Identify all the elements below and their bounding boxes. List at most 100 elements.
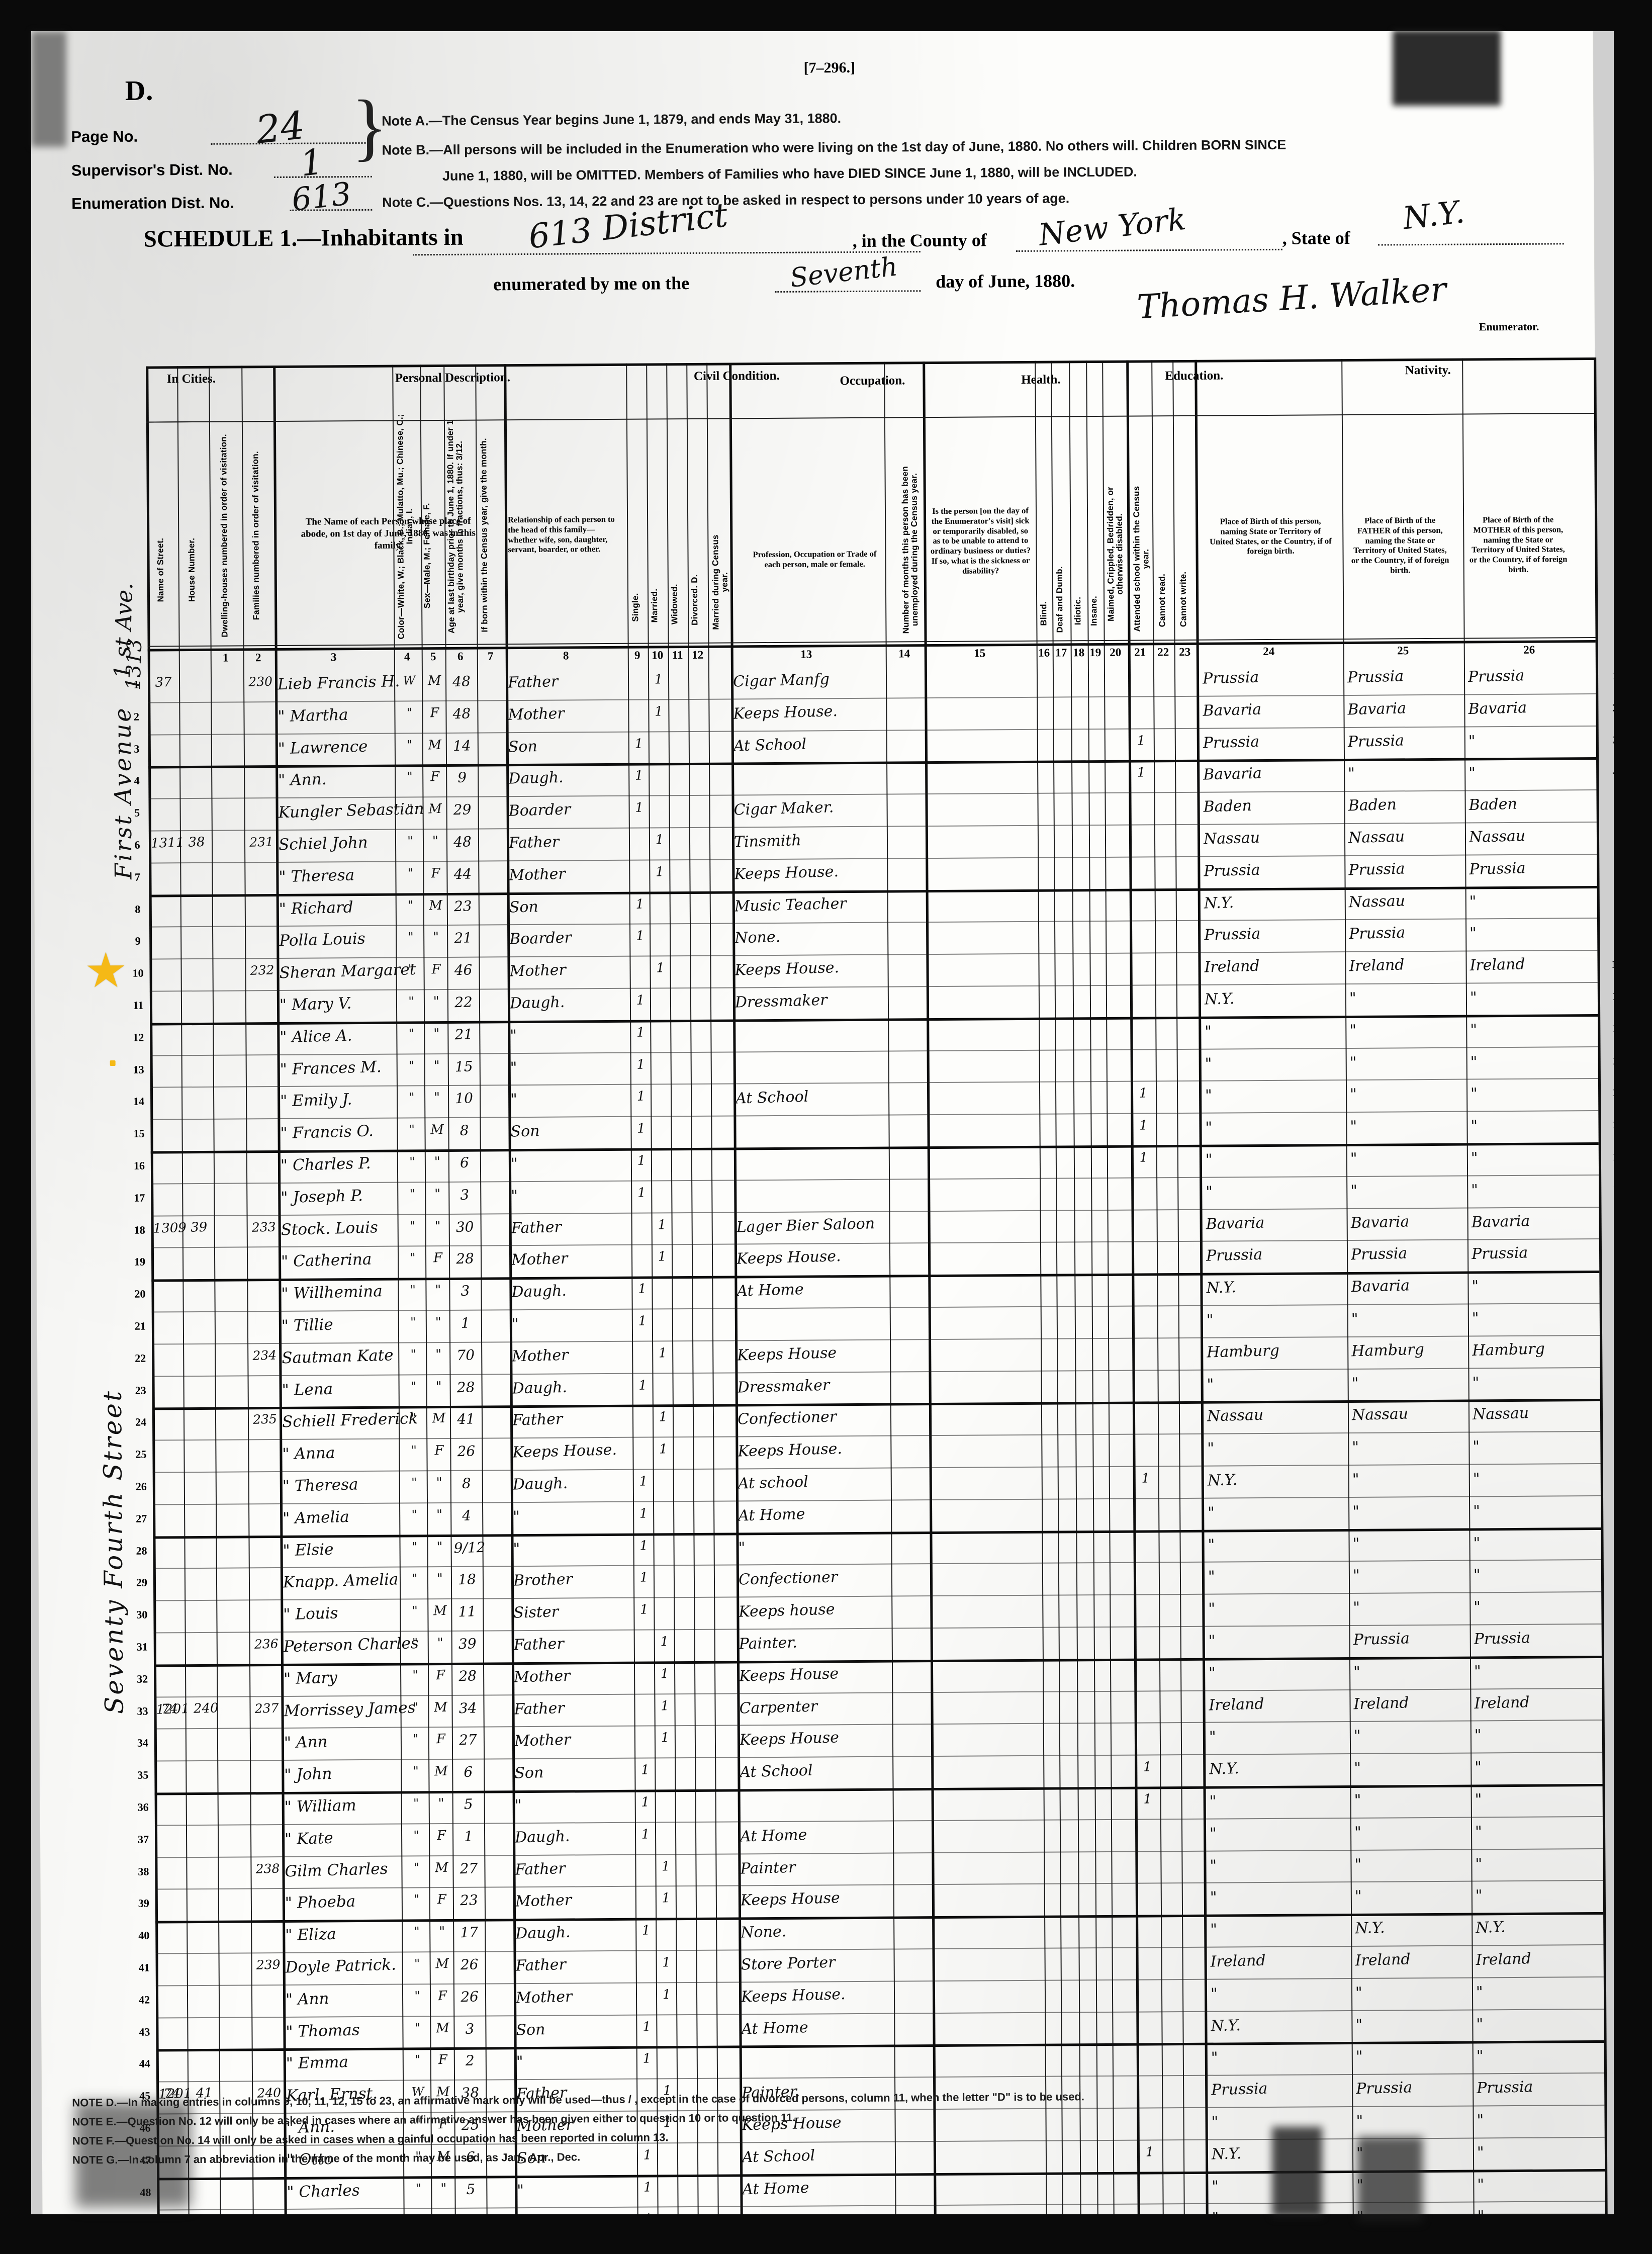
table-cell: "	[1351, 1310, 1359, 1328]
table-cell: "	[1208, 1600, 1216, 1618]
table-cell: "	[412, 1636, 418, 1650]
table-cell: Prussia	[1204, 925, 1261, 945]
table-cell: 1	[634, 800, 644, 816]
table-cell: 5	[464, 1795, 474, 1813]
header-street-handwritten-2: 1313	[122, 639, 147, 691]
table-cell: "	[1473, 1598, 1481, 1616]
table-cell: Bavaria	[1206, 1214, 1265, 1233]
census-form-sheet: D. [7–296.] Page No. 24 Supervisor's Dis…	[29, 11, 1630, 2254]
scan-smudge	[31, 31, 66, 147]
group-personal-description: Personal Description.	[395, 371, 511, 385]
table-cell: Father	[514, 1699, 565, 1719]
table-cell: 1	[637, 1153, 646, 1168]
table-cell: Confectioner	[737, 1408, 837, 1428]
table-cell: 239	[256, 1957, 281, 1972]
table-cell: "	[1354, 1855, 1362, 1873]
column-number: 26	[1523, 643, 1535, 656]
table-cell: "	[1349, 1021, 1357, 1040]
colhead-attended-school: Attended school within the Census year.	[1131, 486, 1151, 632]
row-number: 16	[133, 1159, 145, 1172]
table-cell: Nassau	[1348, 891, 1406, 911]
scan-smudge	[1357, 2137, 1423, 2222]
row-number: 13	[133, 1063, 144, 1076]
table-cell: Keeps House.	[735, 959, 840, 979]
table-cell: "	[1475, 1855, 1483, 1873]
column-number: 20	[1110, 646, 1122, 659]
row-number: 22	[135, 1351, 146, 1365]
table-cell: "	[1468, 732, 1476, 750]
row-number: 35	[137, 1768, 149, 1781]
table-cell: 21	[453, 929, 473, 947]
table-cell: "	[1470, 1021, 1478, 1039]
row-number: 25	[135, 1448, 147, 1461]
row-number: 18	[134, 1223, 145, 1236]
table-cell: "	[435, 1346, 442, 1363]
day-value: Seventh	[788, 251, 899, 294]
table-cell: Ireland	[1355, 1950, 1411, 1970]
table-cell: M	[434, 1763, 448, 1779]
note-a: Note A.—The Census Year begins June 1, 1…	[382, 111, 842, 129]
table-cell: 1	[659, 1409, 668, 1425]
table-cell: At School	[739, 1761, 813, 1781]
table-cell: "	[412, 1571, 418, 1586]
table-cell: 1	[636, 993, 645, 1008]
column-number: 2	[255, 651, 261, 664]
table-cell: Keeps House.	[741, 1985, 846, 2006]
table-cell: "	[1210, 1856, 1217, 1875]
table-cell: "	[1208, 1664, 1216, 1682]
colhead-married: Married.	[649, 588, 660, 623]
table-cell: Son	[510, 1122, 540, 1141]
table-cell: Hamburg	[1351, 1340, 1425, 1361]
table-cell: N.Y.	[1204, 990, 1235, 1009]
table-cell: "	[1471, 1117, 1478, 1135]
table-cell: "	[406, 737, 413, 752]
table-cell: "	[1204, 1023, 1212, 1041]
row-number: 33	[137, 1704, 148, 1718]
table-cell: Mother	[511, 1346, 569, 1366]
column-number: 17	[1055, 646, 1067, 659]
table-cell: 27	[458, 1731, 478, 1749]
table-cell: Son	[509, 897, 539, 917]
table-cell: "	[438, 1795, 445, 1812]
table-cell: Schiel John	[278, 833, 369, 854]
table-cell: "	[433, 1090, 440, 1106]
column-number: 10	[652, 649, 664, 662]
table-cell: Bavaria	[1347, 699, 1407, 719]
table-cell: " Lawrence	[278, 737, 368, 758]
column-number: 14	[898, 647, 910, 660]
table-cell: "	[1208, 1632, 1216, 1650]
table-cell: M	[433, 1699, 448, 1716]
table-cell: "	[414, 1924, 420, 1939]
table-cell: Daugh.	[508, 769, 564, 788]
table-cell: " Alice A.	[279, 1026, 352, 1047]
table-cell: 238	[255, 1861, 280, 1876]
state-label: , State of	[1282, 227, 1350, 248]
table-cell: Boarder	[508, 800, 571, 820]
table-cell: "	[407, 834, 413, 848]
table-cell: Daugh.	[509, 993, 565, 1013]
table-cell: M	[428, 801, 442, 817]
table-cell: Father	[515, 1859, 566, 1879]
table-cell: Nassau	[1203, 829, 1260, 848]
table-cell: "	[1475, 1887, 1483, 1905]
table-cell: "	[1207, 1439, 1215, 1458]
colhead-age: Age at last birthday prior to June 1, 18…	[445, 420, 466, 634]
table-cell: "	[1472, 1437, 1480, 1456]
table-cell: "	[1349, 1086, 1357, 1104]
table-cell: M	[433, 1603, 447, 1619]
table-cell: "	[433, 1058, 440, 1073]
table-cell: Mother	[509, 961, 567, 980]
table-cell: 15	[454, 1057, 473, 1075]
table-cell: Prussia	[1471, 1244, 1528, 1264]
table-cell: M	[428, 737, 442, 753]
column-number: 24	[1263, 645, 1275, 658]
table-cell: 1	[637, 1185, 646, 1201]
table-cell: At Home	[742, 2179, 809, 2199]
table-cell: Mother	[513, 1667, 571, 1686]
table-cell: 1	[1139, 1150, 1148, 1165]
table-cell: " Ann.	[278, 770, 327, 790]
row-number: 17	[134, 1191, 145, 1204]
table-cell: Morrissey James	[284, 1698, 416, 1720]
table-cell: Son	[515, 2020, 545, 2039]
